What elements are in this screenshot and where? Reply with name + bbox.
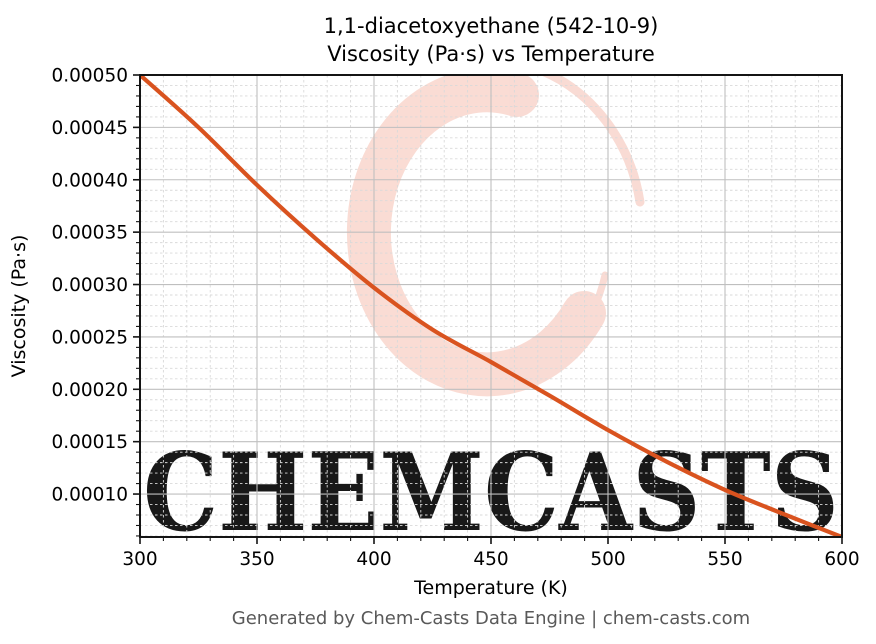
viscosity-curve [140, 75, 842, 537]
y-tick-label: 0.00030 [51, 275, 128, 296]
x-tick-label: 300 [122, 549, 157, 570]
x-tick-label: 600 [824, 549, 859, 570]
y-axis-label: Viscosity (Pa·s) [8, 235, 30, 378]
x-tick-label: 400 [356, 549, 391, 570]
y-tick-label: 0.00050 [51, 66, 128, 87]
chart-title-line1: 1,1-diacetoxyethane (542-10-9) [324, 14, 659, 38]
y-tick-label: 0.00015 [51, 432, 128, 453]
x-tick-label: 550 [707, 549, 742, 570]
y-tick-label: 0.00040 [51, 170, 128, 191]
x-tick-label: 350 [239, 549, 274, 570]
series-layer [140, 75, 842, 537]
x-axis-label: Temperature (K) [413, 577, 568, 599]
x-tick-label: 500 [590, 549, 625, 570]
x-tick-label: 450 [473, 549, 508, 570]
footer-credit: Generated by Chem-Casts Data Engine | ch… [232, 608, 750, 629]
chemcasts-c-swirl-logo-icon [346, 75, 645, 397]
axis-ticks [133, 74, 843, 544]
y-tick-label: 0.00020 [51, 380, 128, 401]
y-tick-label: 0.00025 [51, 327, 128, 348]
y-tick-label: 0.00010 [51, 485, 128, 506]
y-tick-label: 0.00045 [51, 118, 128, 139]
axis-tick-labels: 300 350 400 450 500 550 600 0.00010 0.00015 0.000… [51, 66, 859, 571]
y-tick-label: 0.00035 [51, 223, 128, 244]
chart-title-line2: Viscosity (Pa·s) vs Temperature [327, 42, 655, 66]
